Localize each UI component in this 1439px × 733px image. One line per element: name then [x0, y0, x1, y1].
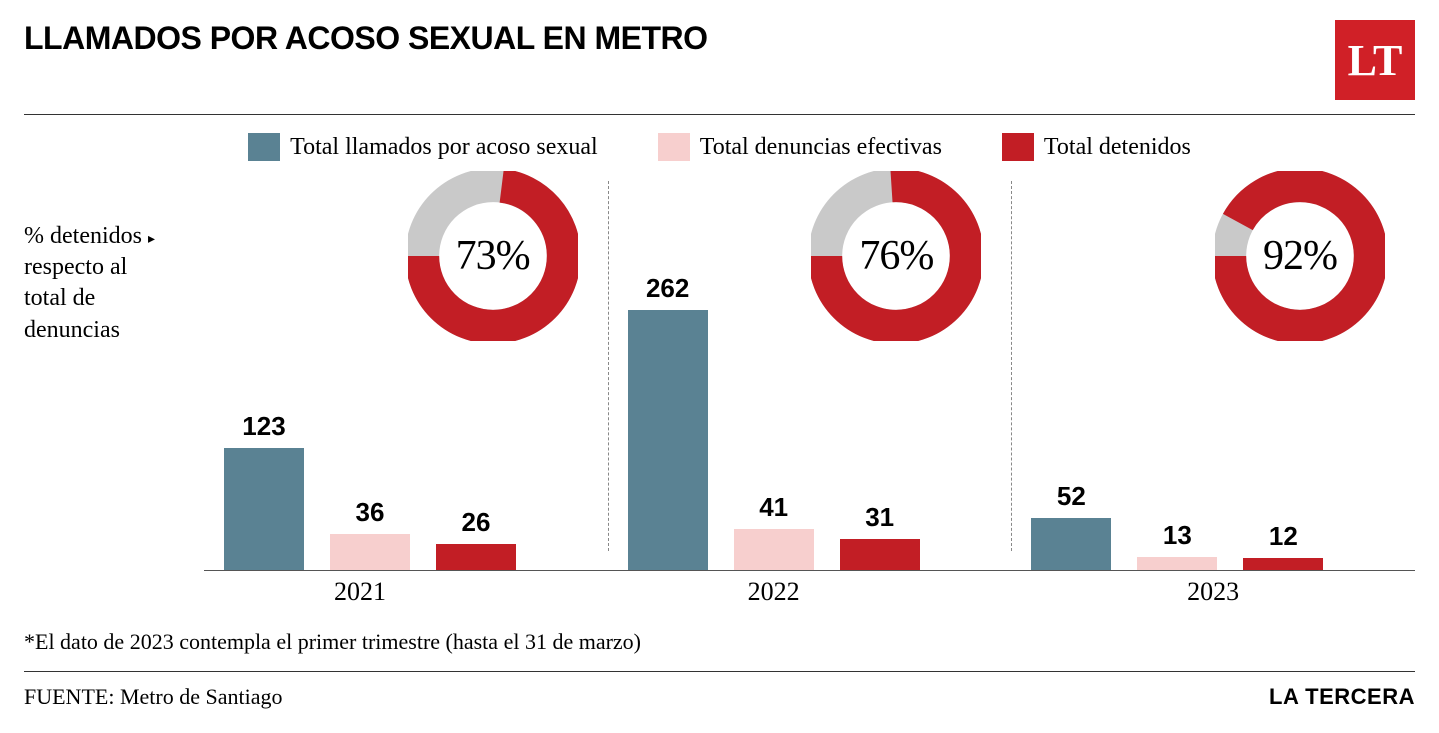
legend-swatch: [1002, 133, 1034, 161]
arrow-icon: ▸: [148, 232, 155, 247]
bar-rect: [1137, 557, 1217, 570]
legend: Total llamados por acoso sexual Total den…: [24, 133, 1415, 161]
bar: 52: [1031, 481, 1111, 570]
bar-rect: [436, 544, 516, 570]
legend-item: Total detenidos: [1002, 133, 1191, 161]
year-panel: 76%26241312022: [608, 171, 1012, 611]
bar-rect: [224, 448, 304, 570]
chart-title: LLAMADOS POR ACOSO SEXUAL EN METRO: [24, 20, 707, 57]
side-label-line: % detenidos: [24, 223, 142, 249]
bar-rect: [734, 529, 814, 570]
year-label: 2023: [1011, 577, 1415, 607]
bar-group-row: 52 13 12: [1011, 271, 1415, 571]
bar: 262: [628, 273, 708, 570]
header: LLAMADOS POR ACOSO SEXUAL EN METRO LT: [24, 20, 1415, 100]
year-panel: 73%12336262021: [204, 171, 608, 611]
source-label: FUENTE: Metro de Santiago: [24, 684, 282, 710]
footer: FUENTE: Metro de Santiago LA TERCERA: [24, 671, 1415, 710]
bar-value-label: 26: [462, 507, 491, 538]
legend-item: Total denuncias efectivas: [658, 133, 942, 161]
legend-label: Total detenidos: [1044, 134, 1191, 161]
bar-value-label: 123: [242, 411, 285, 442]
bar-rect: [840, 539, 920, 570]
year-label: 2022: [608, 577, 1012, 607]
bar-value-label: 13: [1163, 520, 1192, 551]
year-panel: 92%5213122023: [1011, 171, 1415, 611]
bar: 41: [734, 492, 814, 570]
bar-value-label: 31: [865, 502, 894, 533]
bar: 36: [330, 497, 410, 570]
bar-rect: [1031, 518, 1111, 570]
side-label-line: total de: [24, 285, 95, 311]
bar-group-row: 262 41 31: [608, 271, 1012, 571]
bar: 12: [1243, 521, 1323, 570]
bar: 31: [840, 502, 920, 570]
donut-axis-label: % detenidos ▸ respecto al total de denun…: [24, 171, 204, 611]
chart-area: % detenidos ▸ respecto al total de denun…: [24, 171, 1415, 611]
bar-rect: [1243, 558, 1323, 570]
legend-swatch: [248, 133, 280, 161]
bar: 26: [436, 507, 516, 570]
bar: 13: [1137, 520, 1217, 570]
bar-value-label: 52: [1057, 481, 1086, 512]
bar-value-label: 262: [646, 273, 689, 304]
legend-item: Total llamados por acoso sexual: [248, 133, 598, 161]
bar: 123: [224, 411, 304, 570]
year-label: 2021: [204, 577, 608, 607]
publisher-logo: LT: [1335, 20, 1415, 100]
bar-rect: [330, 534, 410, 570]
side-label-line: denuncias: [24, 317, 120, 343]
legend-label: Total llamados por acoso sexual: [290, 134, 598, 161]
publisher-brand: LA TERCERA: [1269, 684, 1415, 710]
panels: 73%12336262021 76%26241312022 92%5213122…: [204, 171, 1415, 611]
bar-rect: [628, 310, 708, 570]
top-rule: [24, 114, 1415, 115]
legend-label: Total denuncias efectivas: [700, 134, 942, 161]
footnote: *El dato de 2023 contempla el primer tri…: [24, 629, 1415, 655]
legend-swatch: [658, 133, 690, 161]
bar-group-row: 123 36 26: [204, 271, 608, 571]
bar-value-label: 41: [759, 492, 788, 523]
side-label-line: respecto al: [24, 254, 127, 280]
bar-value-label: 36: [356, 497, 385, 528]
bar-value-label: 12: [1269, 521, 1298, 552]
